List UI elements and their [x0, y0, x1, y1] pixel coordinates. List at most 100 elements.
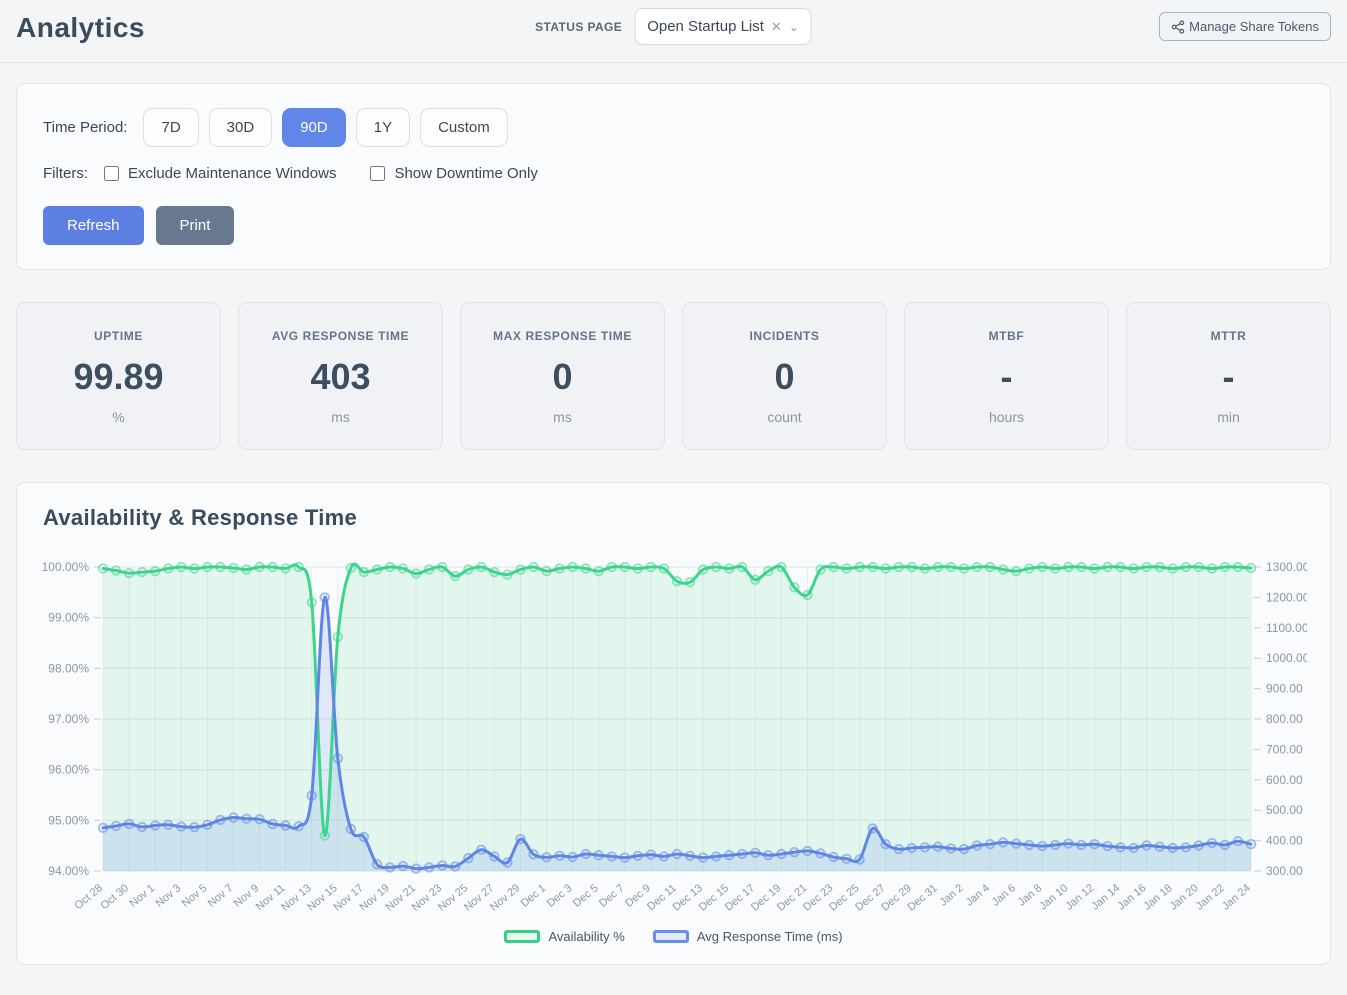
stat-card-incidents: INCIDENTS 0 count [682, 302, 887, 450]
stat-unit: ms [331, 408, 350, 425]
response-time-legend-label: Avg Response Time (ms) [696, 928, 843, 944]
svg-text:1000.00: 1000.00 [1266, 651, 1307, 665]
page-header: Analytics STATUS PAGE Open Startup List … [0, 0, 1347, 63]
svg-text:98.00%: 98.00% [48, 661, 89, 675]
svg-text:100.00%: 100.00% [43, 560, 89, 574]
chevron-down-icon: ⌄ [788, 19, 799, 34]
manage-share-tokens-button[interactable]: Manage Share Tokens [1159, 12, 1331, 41]
svg-text:Jan 10: Jan 10 [1037, 882, 1070, 912]
svg-text:99.00%: 99.00% [48, 610, 89, 624]
stat-value: - [1222, 356, 1235, 397]
clear-selection-icon[interactable]: ✕ [770, 19, 782, 34]
show-downtime-checkbox[interactable]: Show Downtime Only [370, 165, 538, 182]
time-period-90d-button[interactable]: 90D [282, 108, 346, 147]
refresh-button[interactable]: Refresh [43, 206, 144, 245]
share-icon [1171, 19, 1185, 34]
svg-text:Jan 24: Jan 24 [1220, 882, 1253, 912]
svg-text:Jan 18: Jan 18 [1142, 882, 1175, 912]
stat-unit: hours [988, 408, 1025, 425]
time-period-7d-button[interactable]: 7D [143, 108, 199, 147]
svg-text:600.00: 600.00 [1266, 772, 1303, 786]
chart-legend: Availability % Avg Response Time (ms) [43, 929, 1304, 950]
show-downtime-label: Show Downtime Only [394, 165, 538, 182]
svg-text:Jan 16: Jan 16 [1116, 882, 1149, 912]
svg-text:Jan 20: Jan 20 [1168, 882, 1201, 912]
stat-card-max-response: MAX RESPONSE TIME 0 ms [460, 302, 665, 450]
svg-text:Jan 12: Jan 12 [1063, 882, 1096, 912]
stat-unit: % [112, 408, 125, 425]
stat-unit: min [1217, 408, 1240, 425]
svg-text:Dec 7: Dec 7 [597, 882, 627, 910]
time-period-label: Time Period: [43, 119, 128, 136]
stat-unit: count [767, 408, 802, 425]
show-downtime-checkbox-input[interactable] [370, 166, 386, 181]
stat-card-mttr: MTTR - min [1126, 302, 1331, 450]
exclude-maintenance-checkbox[interactable]: Exclude Maintenance Windows [104, 165, 336, 182]
svg-text:500.00: 500.00 [1266, 803, 1303, 817]
status-page-select[interactable]: Open Startup List ✕ ⌄ [634, 8, 812, 45]
manage-share-tokens-label: Manage Share Tokens [1189, 19, 1319, 34]
exclude-maintenance-checkbox-input[interactable] [104, 166, 119, 181]
time-period-30d-button[interactable]: 30D [208, 108, 273, 147]
status-page-select-value: Open Startup List [647, 18, 764, 35]
action-buttons-row: Refresh Print [43, 206, 1304, 245]
legend-item-availability[interactable]: Availability % [504, 928, 625, 944]
svg-text:Nov 3: Nov 3 [153, 882, 183, 910]
svg-text:Jan 4: Jan 4 [964, 882, 992, 908]
legend-item-response-time[interactable]: Avg Response Time (ms) [652, 928, 843, 944]
time-period-row: Time Period: 7D 30D 90D 1Y Custom [43, 108, 1304, 147]
stat-unit: ms [553, 408, 572, 425]
svg-text:Jan 6: Jan 6 [990, 882, 1018, 908]
svg-text:Jan 14: Jan 14 [1089, 882, 1122, 912]
stat-value: 0 [552, 356, 573, 397]
svg-text:700.00: 700.00 [1266, 742, 1303, 756]
time-period-custom-button[interactable]: Custom [420, 108, 508, 147]
chart-title: Availability & Response Time [43, 504, 358, 530]
svg-text:95.00%: 95.00% [48, 813, 89, 827]
exclude-maintenance-label: Exclude Maintenance Windows [128, 165, 337, 182]
svg-text:Oct 28: Oct 28 [72, 882, 105, 912]
time-period-1y-button[interactable]: 1Y [355, 108, 411, 147]
stat-label: MTBF [988, 329, 1025, 343]
svg-text:1300.00: 1300.00 [1266, 560, 1307, 574]
availability-response-chart: 100.00% 99.00% 98.00% 97.00% 96.00% 95.00% 94.… [43, 543, 1307, 927]
svg-text:Oct 30: Oct 30 [98, 882, 131, 912]
svg-text:97.00%: 97.00% [48, 712, 89, 726]
svg-text:300.00: 300.00 [1266, 864, 1303, 878]
stat-label: INCIDENTS [749, 329, 820, 343]
svg-text:800.00: 800.00 [1266, 712, 1303, 726]
stat-card-avg-response: AVG RESPONSE TIME 403 ms [238, 302, 443, 450]
stat-label: AVG RESPONSE TIME [271, 329, 410, 343]
stat-value: - [1000, 356, 1013, 397]
availability-legend-label: Availability % [548, 928, 625, 944]
svg-text:1200.00: 1200.00 [1266, 590, 1307, 604]
filters-label: Filters: [43, 165, 88, 182]
availability-legend-swatch [504, 929, 541, 943]
stat-label: UPTIME [94, 329, 143, 343]
svg-text:96.00%: 96.00% [48, 762, 89, 776]
svg-text:Nov 29: Nov 29 [488, 882, 522, 914]
svg-text:1100.00: 1100.00 [1266, 620, 1307, 634]
svg-text:400.00: 400.00 [1266, 833, 1303, 847]
svg-text:Nov 5: Nov 5 [180, 882, 210, 910]
svg-text:Dec 31: Dec 31 [905, 882, 939, 914]
svg-text:Dec 1: Dec 1 [519, 882, 549, 910]
stats-row: UPTIME 99.89 % AVG RESPONSE TIME 403 ms … [16, 302, 1331, 450]
stat-card-uptime: UPTIME 99.89 % [16, 302, 221, 450]
svg-text:Jan 2: Jan 2 [938, 882, 966, 908]
svg-text:900.00: 900.00 [1266, 681, 1303, 695]
stat-value: 0 [774, 356, 795, 397]
stat-label: MAX RESPONSE TIME [493, 329, 632, 343]
svg-text:Nov 1: Nov 1 [127, 882, 157, 910]
svg-text:94.00%: 94.00% [48, 864, 89, 878]
svg-text:Dec 5: Dec 5 [571, 882, 601, 910]
response-time-legend-swatch [652, 929, 689, 943]
time-period-buttons: 7D 30D 90D 1Y Custom [143, 108, 508, 147]
svg-text:Jan 22: Jan 22 [1194, 882, 1227, 912]
print-button[interactable]: Print [155, 206, 235, 245]
status-page-selector-group: STATUS PAGE Open Startup List ✕ ⌄ [535, 8, 812, 45]
filter-panel: Time Period: 7D 30D 90D 1Y Custom Filter… [16, 83, 1331, 270]
page-title: Analytics [16, 12, 145, 43]
stat-label: MTTR [1210, 329, 1247, 343]
